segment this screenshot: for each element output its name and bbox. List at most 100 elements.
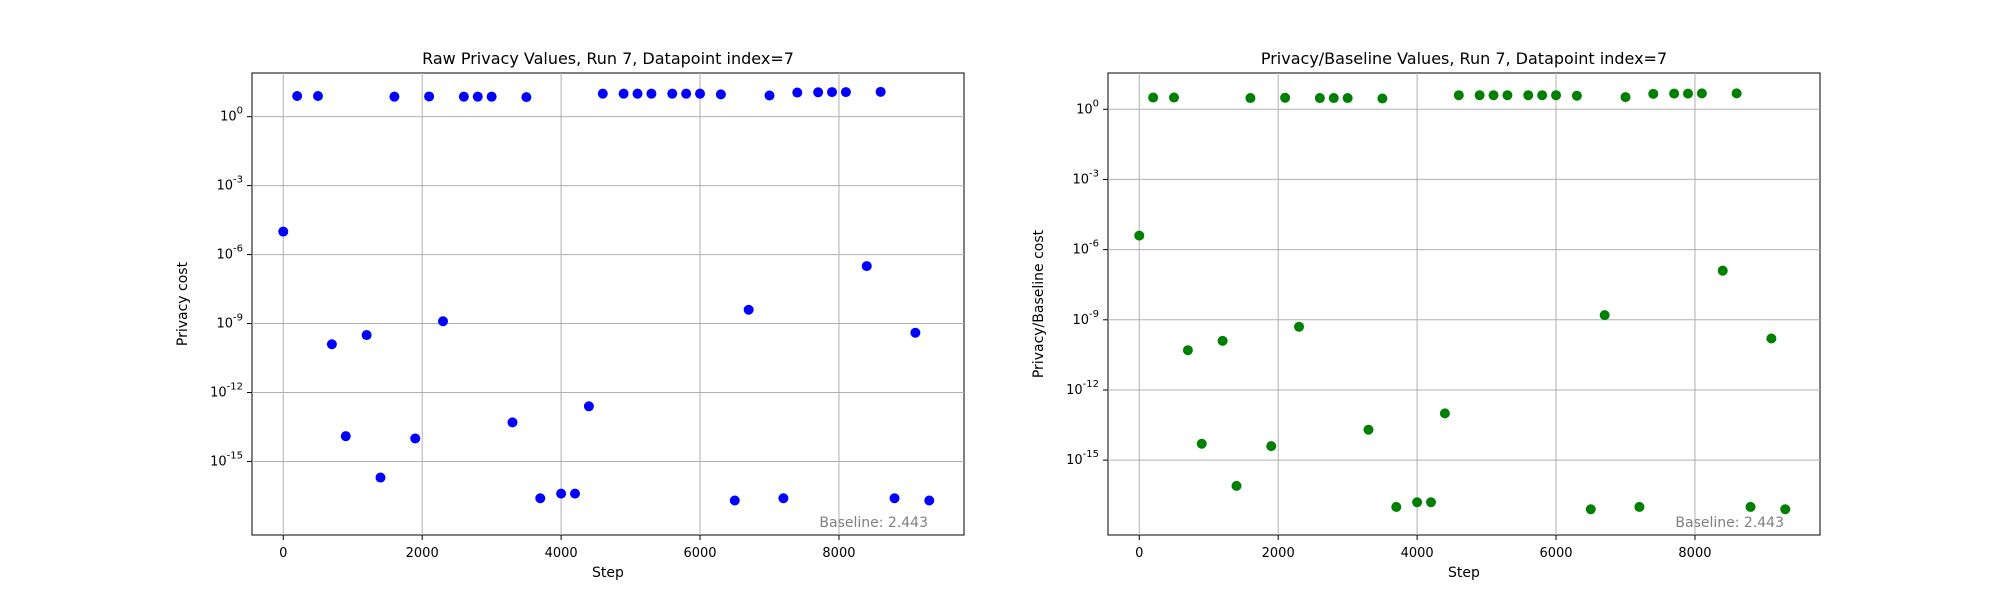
raw-chart-title: Raw Privacy Values, Run 7, Datapoint ind… — [422, 49, 794, 68]
data-point — [1134, 230, 1145, 241]
data-point — [1342, 93, 1353, 104]
data-point — [715, 89, 726, 100]
data-point — [1168, 92, 1179, 103]
data-point — [910, 327, 921, 338]
data-point — [535, 493, 546, 504]
data-point — [840, 87, 851, 98]
data-point — [1426, 497, 1437, 508]
data-point — [1391, 501, 1402, 512]
x-tick-label: 2000 — [406, 546, 439, 561]
x-tick-label: 2000 — [1262, 546, 1295, 561]
data-point — [326, 339, 337, 350]
data-point — [1488, 90, 1499, 101]
y-tick-label: 10-12 — [1066, 379, 1099, 398]
data-point — [1377, 93, 1388, 104]
data-point — [1474, 90, 1485, 101]
data-point — [292, 90, 303, 101]
y-tick-label: 10-15 — [1066, 449, 1099, 468]
raw-plot-area — [251, 72, 965, 536]
data-point — [632, 88, 643, 99]
data-point — [1196, 438, 1207, 449]
data-point — [1453, 90, 1464, 101]
data-point — [1696, 88, 1707, 99]
data-point — [1745, 501, 1756, 512]
y-tick-label: 10-3 — [216, 175, 243, 194]
data-point — [1717, 265, 1728, 276]
data-point — [410, 433, 421, 444]
data-point — [1412, 497, 1423, 508]
data-point — [1148, 92, 1159, 103]
data-point — [556, 488, 567, 499]
data-point — [792, 87, 803, 98]
data-point — [618, 88, 629, 99]
data-point — [507, 417, 518, 428]
y-tick-label: 10-9 — [216, 313, 243, 332]
y-tick-label: 100 — [1076, 98, 1099, 117]
y-tick-label: 100 — [220, 106, 243, 125]
data-point — [1217, 335, 1228, 346]
data-point — [424, 91, 435, 102]
data-point — [1502, 90, 1513, 101]
data-point — [1231, 480, 1242, 491]
data-point — [1585, 504, 1596, 515]
data-point — [1328, 93, 1339, 104]
data-point — [570, 488, 581, 499]
data-point — [278, 226, 289, 237]
ratio-y-axis-label: Privacy/Baseline cost — [1031, 229, 1047, 378]
data-point — [597, 88, 608, 99]
data-point — [1669, 88, 1680, 99]
data-point — [1599, 310, 1610, 321]
data-point — [1551, 90, 1562, 101]
data-point — [764, 90, 775, 101]
x-tick-label: 6000 — [683, 546, 716, 561]
ratio-grid — [1108, 73, 1820, 535]
raw-points — [278, 86, 935, 506]
ratio-plot-area — [1107, 72, 1821, 536]
data-point — [743, 304, 754, 315]
data-point — [472, 91, 483, 102]
data-point — [1683, 88, 1694, 99]
data-point — [729, 495, 740, 506]
x-tick-label: 4000 — [1401, 546, 1434, 561]
data-point — [1182, 345, 1193, 356]
raw-y-axis-label: Privacy cost — [175, 261, 191, 346]
data-point — [1648, 88, 1659, 99]
data-point — [1523, 90, 1534, 101]
data-point — [1314, 93, 1325, 104]
x-tick-label: 8000 — [822, 546, 855, 561]
data-point — [361, 330, 372, 341]
data-point — [1245, 93, 1256, 104]
data-point — [438, 316, 449, 327]
data-point — [667, 88, 678, 99]
data-point — [924, 495, 935, 506]
data-point — [1439, 408, 1450, 419]
data-point — [389, 91, 400, 102]
data-point — [813, 87, 824, 98]
data-point — [486, 91, 497, 102]
data-point — [681, 88, 692, 99]
y-tick-label: 10-12 — [210, 381, 243, 400]
data-point — [458, 91, 469, 102]
data-point — [1363, 424, 1374, 435]
data-point — [875, 86, 886, 97]
ratio-chart-title: Privacy/Baseline Values, Run 7, Datapoin… — [1261, 49, 1667, 68]
y-tick-label: 10-6 — [216, 244, 243, 263]
data-point — [340, 431, 351, 442]
data-point — [1780, 504, 1791, 515]
data-point — [1537, 90, 1548, 101]
data-point — [695, 88, 706, 99]
raw-baseline-annotation: Baseline: 2.443 — [819, 515, 928, 531]
data-point — [1634, 501, 1645, 512]
ratio-baseline-annotation: Baseline: 2.443 — [1675, 515, 1784, 531]
x-tick-label: 4000 — [545, 546, 578, 561]
ratio-privacy-chart: 0 2000 4000 6000 8000 100 10-3 10-6 10-9 10-12 10-… — [1031, 49, 1821, 581]
raw-privacy-chart: 0 2000 4000 6000 8000 100 10-3 10-6 10-9 10-12 10-… — [175, 49, 965, 581]
data-point — [1294, 321, 1305, 332]
x-tick-label: 6000 — [1539, 546, 1572, 561]
ratio-x-axis-label: Step — [1448, 565, 1480, 581]
x-tick-label: 0 — [279, 546, 287, 561]
data-point — [1571, 90, 1582, 101]
data-point — [583, 401, 594, 412]
raw-grid — [252, 73, 964, 535]
